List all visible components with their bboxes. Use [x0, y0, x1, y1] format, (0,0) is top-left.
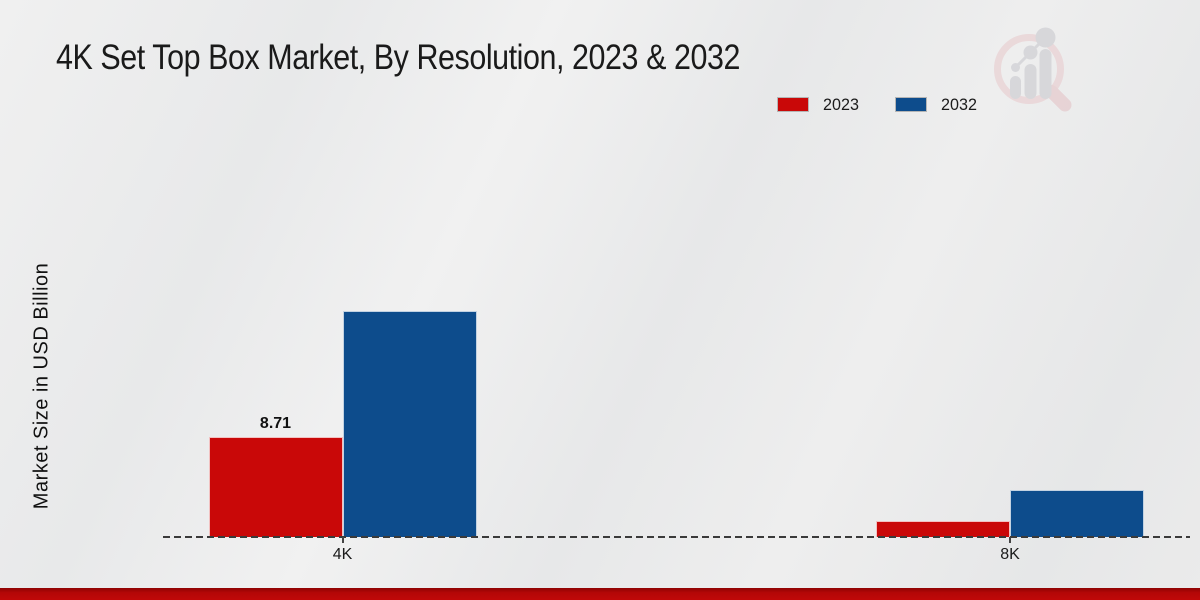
x-tick-label-4K: 4K: [332, 546, 353, 563]
magnifier-bar-chart-logo: [994, 27, 1072, 112]
x-tick-label-8K: 8K: [1000, 546, 1020, 563]
bar-2032-8K: [1010, 490, 1144, 537]
legend-swatch-2023: [777, 97, 809, 112]
chart-title: 4K Set Top Box Market, By Resolution, 20…: [56, 38, 740, 77]
legend: 2023 2032: [777, 96, 979, 113]
bar-2023-4K: [208, 437, 343, 537]
footer-accent-bar: [0, 588, 1200, 600]
bar-2032-4K: [342, 311, 477, 537]
bar-2023-8K: [876, 521, 1010, 537]
bar-value-label-2023-4K: 8.71: [259, 415, 292, 432]
legend-label-2023: 2023: [823, 95, 859, 114]
legend-item-2023: 2023: [777, 96, 861, 113]
legend-item-2032: 2032: [894, 95, 979, 114]
x-axis-tick-4K: [341, 537, 344, 543]
x-axis-baseline: [163, 536, 1190, 538]
x-axis-tick-8K: [1009, 537, 1011, 543]
legend-swatch-2032: [894, 97, 927, 112]
legend-label-2032: 2032: [940, 95, 977, 114]
